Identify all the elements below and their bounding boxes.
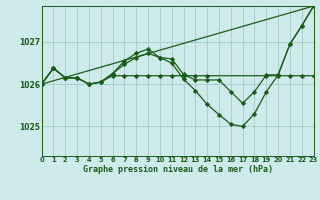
X-axis label: Graphe pression niveau de la mer (hPa): Graphe pression niveau de la mer (hPa) <box>83 165 273 174</box>
